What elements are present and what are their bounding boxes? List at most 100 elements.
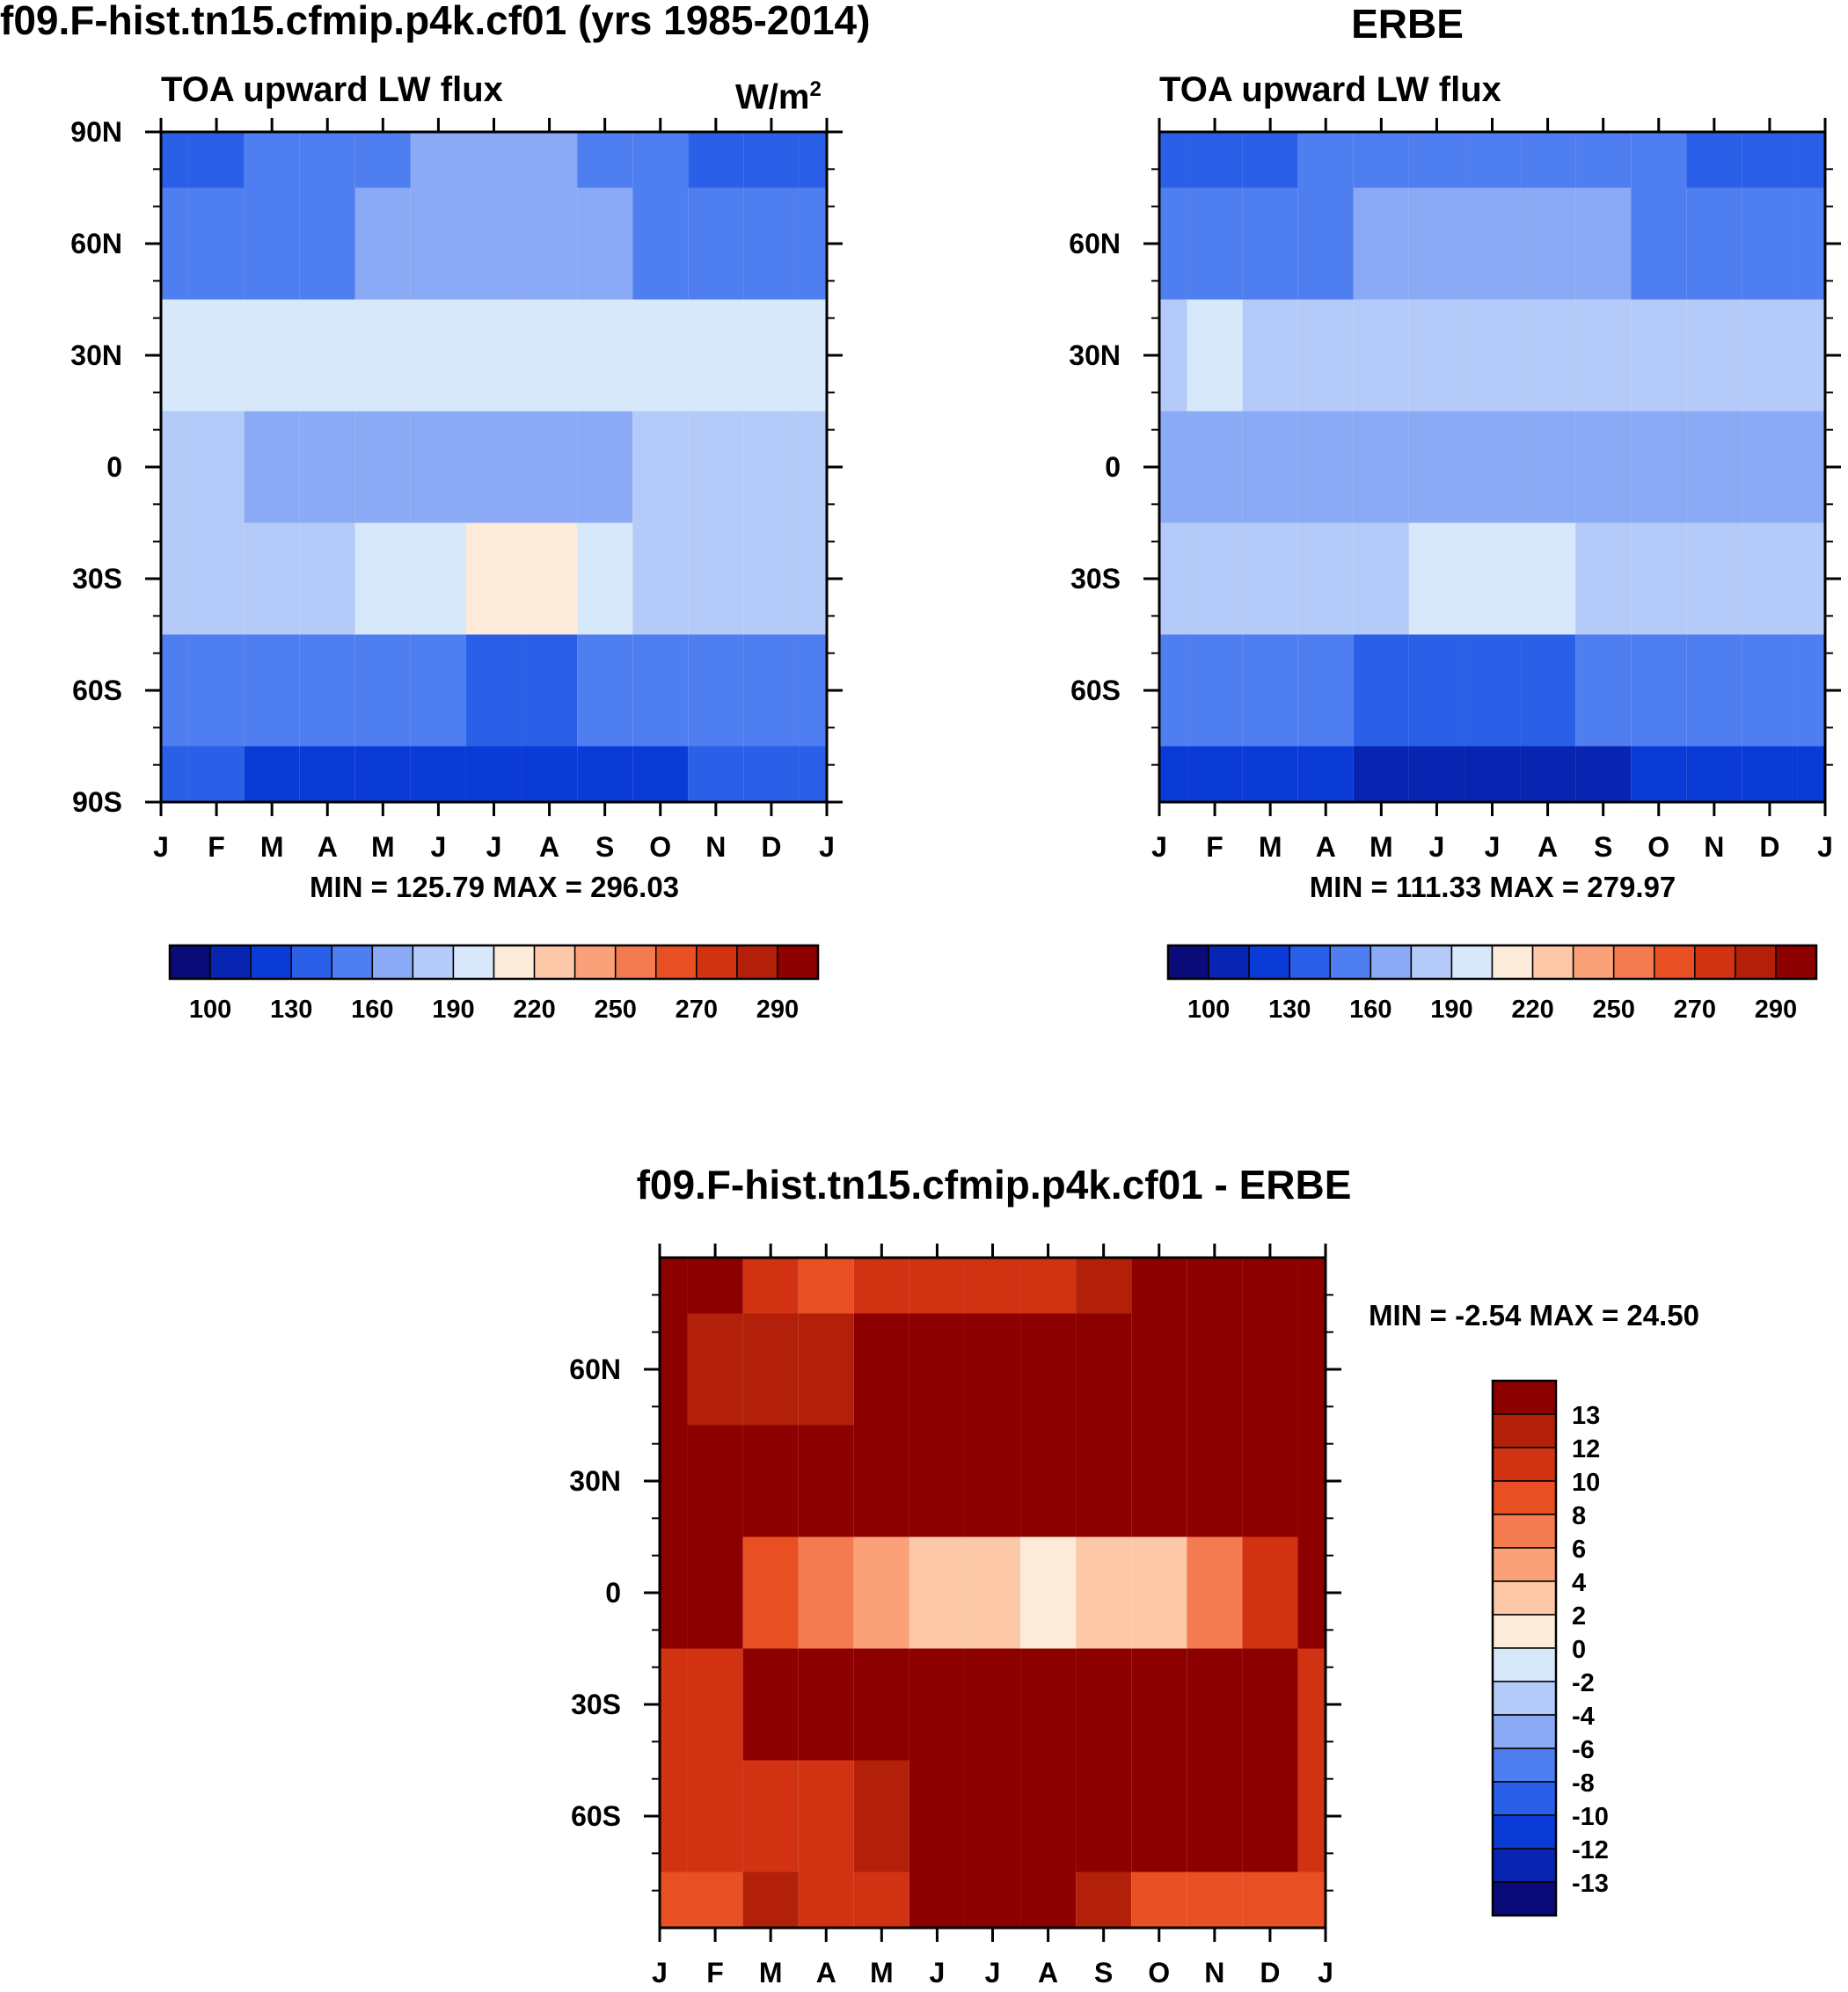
colorbar-label: 100: [189, 996, 231, 1024]
x-tick-label: N: [1204, 1957, 1224, 1988]
heatmap-cell: [465, 746, 522, 802]
y-tick-label: 90S: [72, 786, 122, 818]
colorbar-swatch: [777, 945, 819, 980]
heatmap-cell: [853, 1258, 909, 1314]
heatmap-cell: [743, 522, 800, 635]
heatmap-cell: [687, 1425, 743, 1537]
heatmap-cell: [687, 1648, 743, 1761]
heatmap-cell: [909, 1872, 965, 1928]
y-tick-label: 30S: [72, 563, 122, 595]
heatmap-cell: [687, 1313, 743, 1426]
heatmap-cell: [799, 132, 827, 188]
colorbar-swatch: [1492, 1480, 1557, 1515]
heatmap-cell: [1131, 1536, 1187, 1649]
heatmap-cell: [1131, 1258, 1187, 1314]
colorbar-label: 12: [1572, 1435, 1600, 1463]
x-tick-label: N: [705, 831, 726, 863]
colorbar-label: 190: [432, 996, 474, 1024]
heatmap-cell: [1297, 1872, 1326, 1928]
heatmap-cell: [1020, 1872, 1077, 1928]
heatmap-cell: [410, 132, 466, 188]
colorbar-swatch: [736, 945, 778, 980]
heatmap-cell: [522, 299, 578, 412]
heatmap-cell: [188, 634, 245, 747]
heatmap-cell: [1408, 746, 1465, 802]
heatmap-cell: [161, 299, 189, 412]
heatmap-cell: [244, 187, 300, 300]
colorbar-swatch: [1612, 945, 1655, 980]
heatmap-cell: [909, 1648, 965, 1761]
x-tick-label: D: [1260, 1957, 1280, 1988]
colorbar-swatch: [493, 945, 536, 980]
x-tick-label: J: [153, 831, 169, 863]
heatmap-cell: [1297, 411, 1354, 523]
colorbar-swatch: [1492, 1781, 1557, 1816]
heatmap-cell: [909, 1760, 965, 1872]
heatmap-cell: [1742, 746, 1798, 802]
heatmap-cell: [1742, 132, 1798, 188]
y-tick-label: 60N: [569, 1354, 621, 1385]
panel1-stats: MIN = 125.79 MAX = 296.03: [309, 871, 680, 903]
colorbar-swatch: [1572, 945, 1615, 980]
heatmap-cell: [1631, 411, 1687, 523]
heatmap-cell: [1742, 522, 1798, 635]
heatmap-cell: [1686, 634, 1742, 747]
heatmap-cell: [1408, 522, 1465, 635]
heatmap-cell: [1297, 1425, 1326, 1537]
heatmap-cell: [577, 299, 633, 412]
heatmap-cell: [1020, 1648, 1077, 1761]
heatmap-cell: [188, 299, 245, 412]
heatmap-cell: [410, 411, 466, 523]
x-tick-label: D: [1759, 831, 1779, 863]
heatmap-cell: [853, 1536, 909, 1649]
heatmap-cell: [1297, 1760, 1326, 1872]
heatmap-cell: [1187, 1648, 1243, 1761]
heatmap-cell: [743, 187, 800, 300]
heatmap-cell: [798, 1872, 854, 1928]
x-tick-label: A: [539, 831, 559, 863]
heatmap-cell: [853, 1760, 909, 1872]
heatmap-cell: [1076, 1872, 1132, 1928]
heatmap-cell: [964, 1760, 1021, 1872]
heatmap-cell: [632, 746, 689, 802]
heatmap-cell: [742, 1760, 799, 1872]
colorbar-label: 130: [270, 996, 312, 1024]
colorbar-swatch: [209, 945, 252, 980]
colorbar-swatch: [331, 945, 374, 980]
heatmap-cell: [1408, 634, 1465, 747]
colorbar-swatch: [533, 945, 576, 980]
heatmap-cell: [1076, 1425, 1132, 1537]
panel3-title: f09.F-hist.tn15.cfmip.p4k.cf01 - ERBE: [636, 1162, 1352, 1208]
heatmap-cell: [1742, 299, 1798, 412]
x-tick-label: F: [1206, 831, 1223, 863]
heatmap-cell: [1686, 746, 1742, 802]
heatmap-cell: [1797, 522, 1825, 635]
heatmap-cell: [1686, 187, 1742, 300]
colorbar-swatch: [1492, 1814, 1557, 1850]
heatmap-cell: [1076, 1313, 1132, 1426]
heatmap-cell: [1686, 299, 1742, 412]
heatmap-cell: [1187, 634, 1243, 747]
heatmap-cell: [1159, 634, 1187, 747]
heatmap-cell: [799, 187, 827, 300]
heatmap-cell: [632, 411, 689, 523]
x-tick-label: J: [1151, 831, 1167, 863]
heatmap-cell: [743, 299, 800, 412]
colorbar-label: 10: [1572, 1469, 1600, 1497]
heatmap-cell: [688, 299, 744, 412]
colorbar-swatch: [1531, 945, 1574, 980]
heatmap-cell: [687, 1258, 743, 1314]
colorbar-swatch: [1492, 1547, 1557, 1582]
heatmap-cell: [1242, 411, 1298, 523]
heatmap-cell: [299, 634, 355, 747]
heatmap-cell: [161, 411, 189, 523]
heatmap-cell: [1297, 132, 1354, 188]
heatmap-cell: [688, 746, 744, 802]
colorbar-swatch: [1492, 1848, 1557, 1883]
heatmap-cell: [1187, 522, 1243, 635]
heatmap-cell: [1297, 522, 1354, 635]
colorbar-label: 290: [1755, 996, 1797, 1024]
panel1-units-label: W/m2: [735, 77, 822, 117]
heatmap-cell: [743, 132, 800, 188]
x-tick-label: J: [431, 831, 447, 863]
